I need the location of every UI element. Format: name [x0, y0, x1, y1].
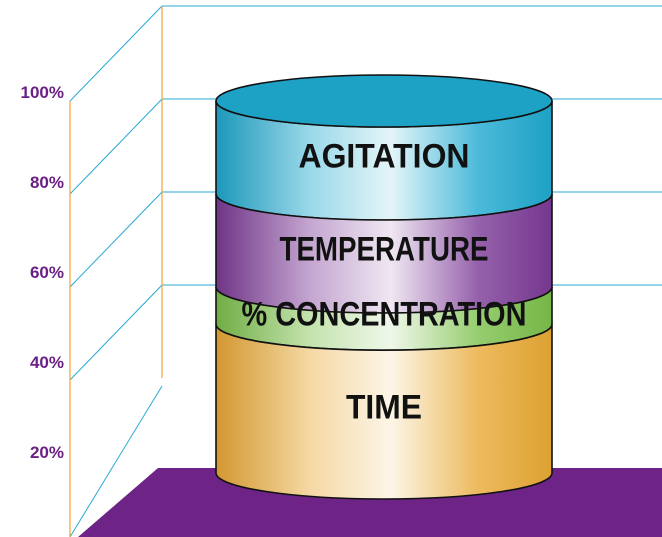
y-tick-label: 80%: [30, 173, 64, 192]
cylinder: [215, 74, 553, 500]
segment-labels: TIME % CONCENTRATION TEMPERATURE AGITATION: [242, 138, 527, 427]
y-tick-label: 20%: [30, 443, 64, 462]
y-tick-label: 60%: [30, 263, 64, 282]
segment-label: % CONCENTRATION: [242, 296, 527, 334]
gridline-diagonal: [69, 98, 163, 195]
segment-label: TEMPERATURE: [280, 231, 489, 269]
segment-label: TIME: [346, 389, 422, 427]
cylinder-top-cap: [215, 74, 553, 128]
segment-label: AGITATION: [299, 138, 470, 176]
gridline-diagonal: [69, 385, 163, 537]
y-tick-label: 40%: [30, 353, 64, 372]
segment-time: [215, 324, 553, 500]
gridline-diagonal: [69, 5, 163, 102]
gridline-diagonal: [69, 284, 163, 381]
y-tick-label: 100%: [21, 83, 64, 102]
y-axis-ticks: 20% 40% 60% 80% 100%: [21, 83, 64, 462]
gridline-diagonal: [69, 191, 163, 288]
axis-layer: [69, 6, 163, 537]
